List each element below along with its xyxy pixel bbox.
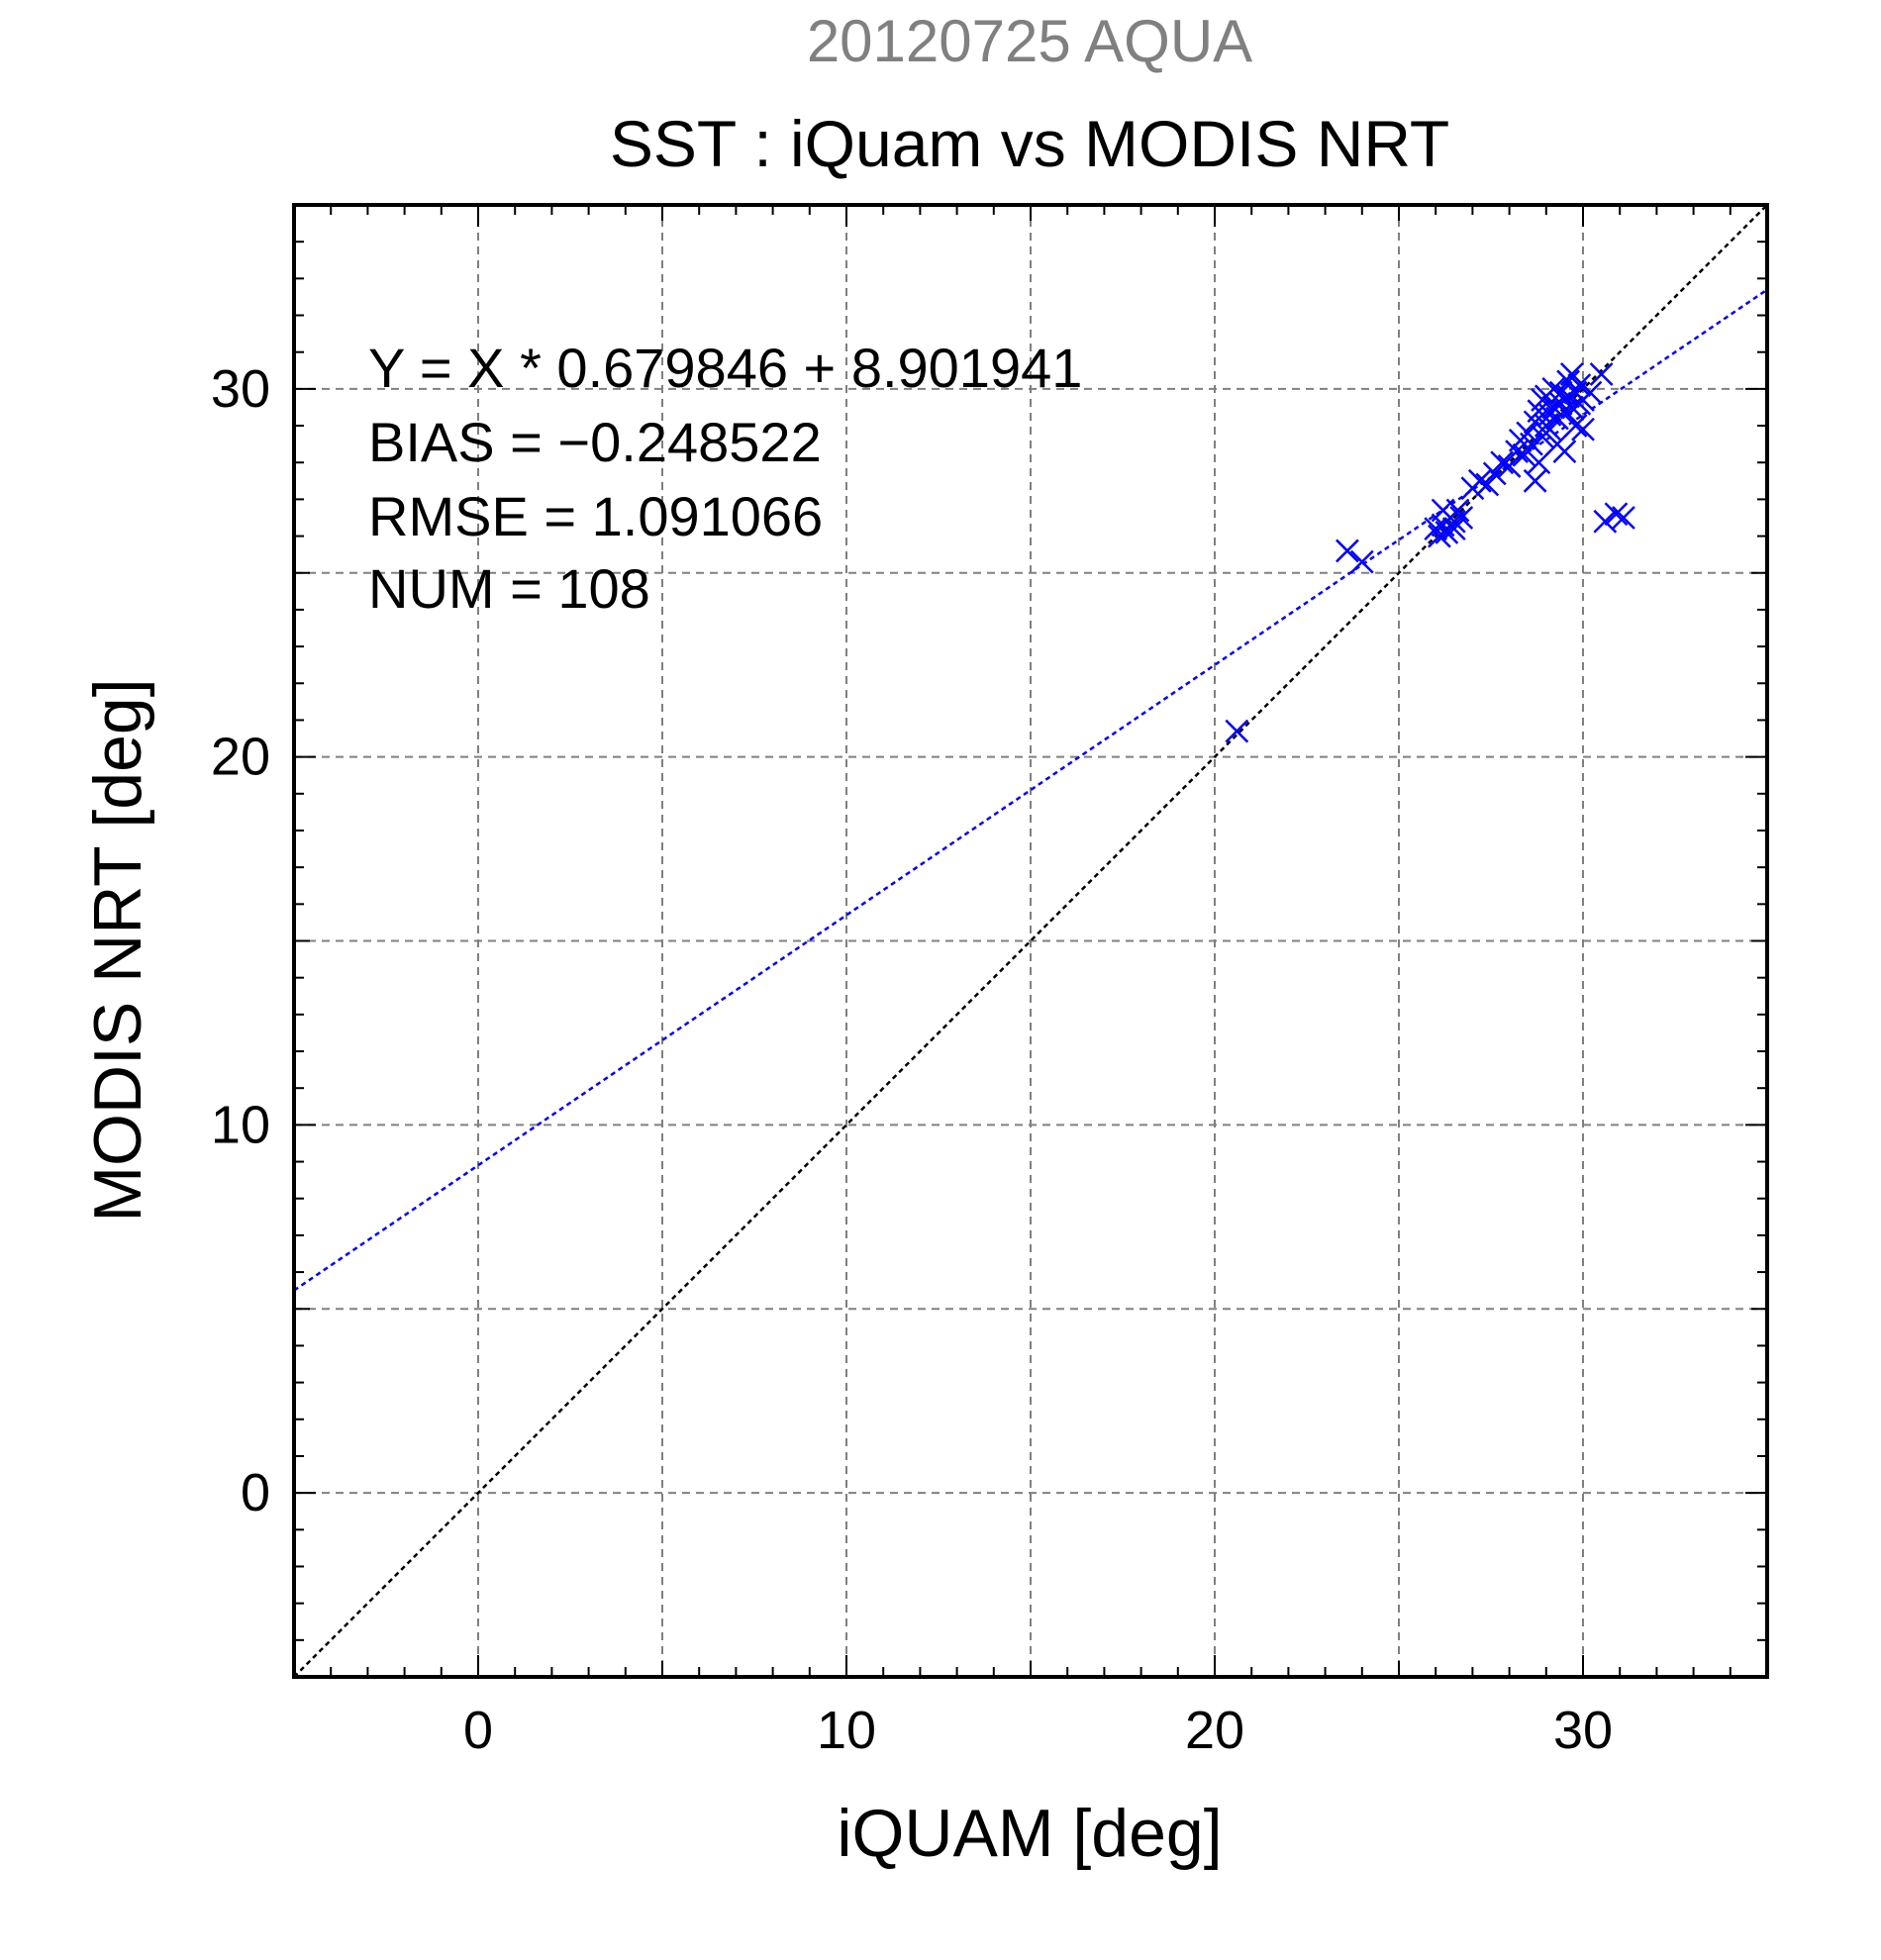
data-point [1604,502,1629,527]
regression-line [294,288,1767,1292]
y-tick-labels: 0 10 20 30 [211,359,270,1522]
data-point [1490,450,1515,475]
data-point [1441,517,1466,541]
stats-rmse: RMSE = 1.091066 [368,485,823,547]
chart-title: SST : iQuam vs MODIS NRT [610,107,1449,180]
data-point [1482,461,1507,486]
data-point [1431,498,1455,523]
x-tick-label: 30 [1553,1701,1613,1760]
x-tick-label: 20 [1185,1701,1244,1760]
data-point [1349,549,1374,574]
data-point [1552,440,1577,463]
stats-box: Y = X * 0.679846 + 8.901941 BIAS = −0.24… [368,337,1082,620]
major-ticks [294,205,1767,1677]
data-point [1563,414,1588,438]
x-tick-label: 0 [463,1701,493,1760]
data-point [1567,373,1592,398]
x-tick-labels: 0 10 20 30 [463,1701,1613,1760]
data-point [1593,509,1618,534]
data-point [1512,442,1536,467]
data-point [1475,472,1500,497]
data-point [1449,506,1474,530]
chart-header: 20120725 AQUA [807,8,1252,74]
stats-equation: Y = X * 0.679846 + 8.901941 [368,337,1082,399]
data-point [1578,380,1603,405]
data-point [1467,468,1492,493]
stats-bias: BIAS = −0.248522 [368,411,822,473]
data-point [1552,399,1577,424]
data-point [1589,362,1614,386]
data-point [1527,450,1551,475]
stats-num: NUM = 108 [368,557,650,620]
data-point [1612,506,1635,530]
data-point [1497,454,1522,478]
x-axis-label: iQUAM [deg] [837,1796,1222,1871]
data-point [1523,468,1547,493]
data-point [1559,362,1584,386]
y-tick-label: 20 [211,728,270,787]
y-tick-label: 10 [211,1095,270,1154]
data-point [1225,719,1249,743]
y-axis-label: MODIS NRT [deg] [80,678,155,1222]
plot-frame [292,203,1769,1679]
data-point [1559,395,1584,420]
data-point [1541,376,1566,401]
x-tick-label: 10 [817,1701,876,1760]
grid [294,205,1767,1677]
y-tick-label: 0 [241,1463,270,1522]
data-points [1225,362,1635,743]
data-point [1571,417,1595,441]
data-point [1336,539,1359,563]
y-tick-label: 30 [211,359,270,419]
data-point [1520,432,1543,456]
